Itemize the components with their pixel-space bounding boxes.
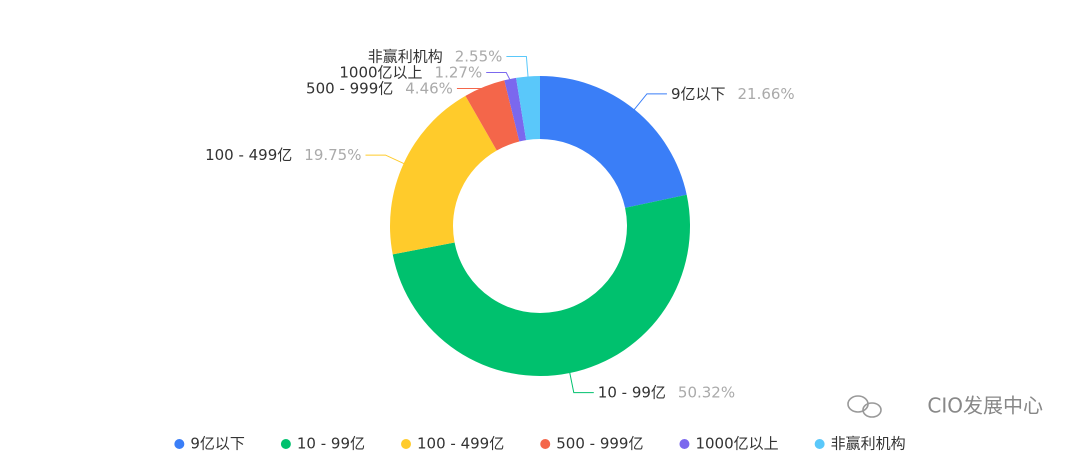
donut-slice	[392, 194, 690, 376]
slice-name: 1000亿以上	[339, 63, 422, 81]
donut-slice	[504, 77, 527, 142]
watermark-icon	[847, 395, 882, 418]
legend-marker	[401, 439, 412, 449]
legend-label: 100 - 499亿	[417, 435, 504, 453]
slice-label: 9亿以下 21.66%	[671, 84, 795, 102]
slice-value: 2.55%	[455, 47, 503, 65]
slice-name: 500 - 999亿	[306, 79, 393, 97]
legend-marker	[679, 439, 690, 449]
donut-slice	[540, 76, 687, 208]
legend-label: 9亿以下	[190, 435, 245, 453]
donut-slice	[465, 80, 520, 151]
watermark: CIO发展中心	[927, 394, 1043, 418]
legend-marker	[280, 439, 291, 449]
legend-label: 非赢利机构	[831, 435, 906, 453]
slice-name: 10 - 99亿	[598, 383, 666, 401]
legend-marker	[814, 439, 825, 449]
slice-label: 100 - 499亿 19.75%	[205, 146, 361, 164]
slice-value: 1.27%	[435, 63, 483, 81]
donut-slice	[389, 95, 497, 255]
legend-marker	[174, 439, 185, 449]
leader-line	[506, 56, 529, 79]
slice-value: 21.66%	[737, 84, 794, 102]
slice-label: 10 - 99亿 50.32%	[598, 383, 735, 401]
leader-line	[568, 370, 594, 394]
legend-marker	[540, 439, 551, 449]
leader-line	[365, 154, 406, 165]
slice-name: 9亿以下	[671, 84, 726, 102]
slice-value: 4.46%	[405, 79, 453, 97]
slice-name: 非赢利机构	[368, 47, 443, 65]
slice-value: 19.75%	[304, 146, 361, 164]
slice-label: 非赢利机构 2.55%	[368, 47, 503, 65]
slice-label: 500 - 999亿 4.46%	[306, 79, 453, 97]
legend-label: 1000亿以上	[695, 435, 778, 453]
legend-label: 10 - 99亿	[297, 435, 365, 453]
legend-label: 500 - 999亿	[556, 435, 643, 453]
slice-name: 100 - 499亿	[205, 146, 292, 164]
slice-label: 1000亿以上 1.27%	[339, 63, 482, 81]
donut-slice	[516, 76, 540, 141]
slice-value: 50.32%	[678, 383, 735, 401]
leader-line	[486, 72, 512, 82]
leader-line	[632, 93, 667, 112]
